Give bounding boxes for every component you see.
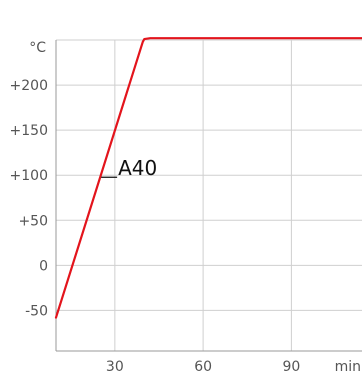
y-tick-label: 0: [39, 258, 48, 274]
annotation-layer: A40: [101, 156, 157, 180]
axes-layer: [55, 40, 362, 352]
y-tick-label: +200: [10, 78, 48, 94]
grid-layer: [56, 39, 362, 351]
y-unit-label: °C: [29, 40, 46, 56]
series-label: A40: [118, 156, 157, 180]
y-tick-label: +50: [18, 213, 48, 229]
y-tick-label: +150: [10, 123, 48, 139]
series-layer: [54, 37, 362, 319]
tick-labels: °C +200 +150 +100 +50 0 -50 30 60 90 min: [10, 40, 361, 375]
y-tick-label: +100: [10, 168, 48, 184]
x-unit-label: min: [335, 359, 361, 375]
series-line-a40: [54, 37, 362, 319]
x-tick-label: 60: [194, 359, 212, 375]
x-tick-label: 30: [106, 359, 124, 375]
y-tick-label: -50: [25, 303, 48, 319]
x-tick-label: 90: [282, 359, 300, 375]
